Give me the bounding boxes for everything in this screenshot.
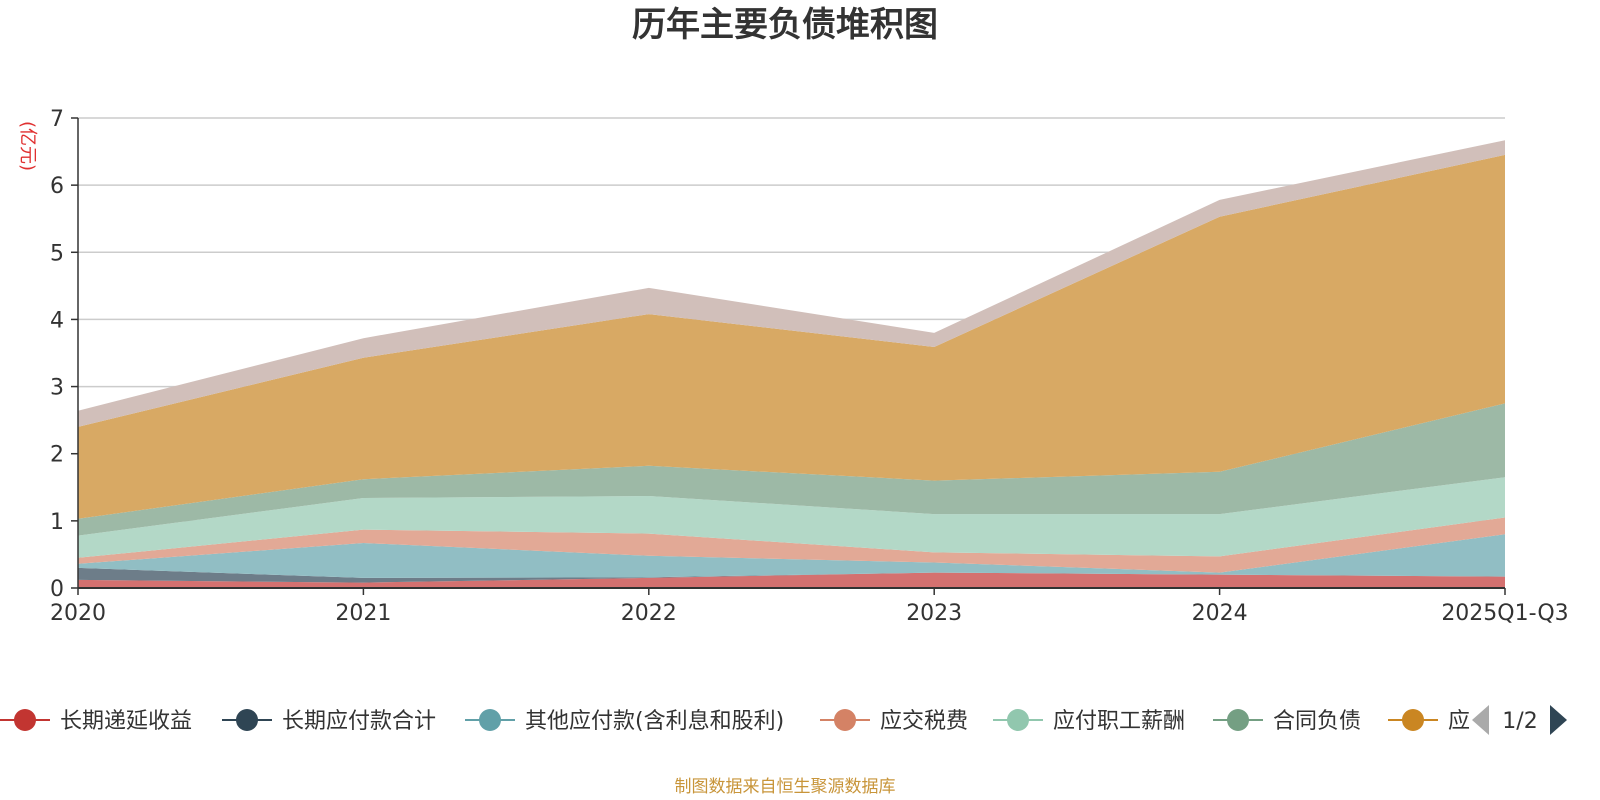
legend[interactable]: 长期递延收益 长期应付款合计 其他应付款(含利息和股利) 应交税费 应付职工薪酬 合同负债…: [0, 705, 1567, 735]
axes: 0 1 2 3 4 5 6 7 2020 2021 2022 2023 2024 2025Q1-Q3: [50, 107, 1569, 626]
area-series-6: [78, 154, 1505, 519]
y-axis-label: (亿元): [17, 121, 38, 171]
legend-item-3[interactable]: 应交税费: [820, 709, 968, 734]
y-tick-label: 3: [50, 376, 64, 401]
x-tick-label: 2020: [50, 601, 106, 626]
legend-item-0[interactable]: 长期递延收益: [0, 709, 192, 734]
legend-marker: [479, 709, 501, 731]
area-series-5: [78, 403, 1505, 536]
legend-label: 合同负债: [1273, 709, 1361, 734]
legend-marker: [834, 709, 856, 731]
legend-label: 应交税费: [880, 709, 968, 734]
area-series-0: [78, 572, 1505, 588]
legend-next-page-icon[interactable]: [1550, 705, 1567, 735]
y-tick-label: 0: [50, 577, 64, 602]
y-tick-label: 5: [50, 241, 64, 266]
y-tick-label: 2: [50, 443, 64, 468]
legend-marker: [14, 709, 36, 731]
legend-marker: [1227, 709, 1249, 731]
legend-marker: [1007, 709, 1029, 731]
y-axis-unit-label: (亿元): [17, 121, 38, 171]
legend-label: 长期应付款合计: [282, 709, 436, 734]
legend-label: 长期递延收益: [60, 709, 192, 734]
legend-page-indicator: 1/2: [1502, 709, 1537, 734]
legend-item-5[interactable]: 合同负债: [1213, 709, 1361, 734]
y-tick-label: 6: [50, 174, 64, 199]
legend-item-4[interactable]: 应付职工薪酬: [993, 709, 1185, 734]
legend-label: 应: [1448, 709, 1470, 734]
area-series-1: [78, 567, 1505, 583]
legend-prev-page-icon[interactable]: [1472, 705, 1489, 735]
area-series-2: [78, 534, 1505, 578]
y-tick-label: 4: [50, 308, 64, 333]
legend-item-1[interactable]: 长期应付款合计: [222, 709, 436, 734]
legend-label: 其他应付款(含利息和股利): [525, 709, 784, 734]
footer-source: 制图数据来自恒生聚源数据库: [675, 777, 896, 797]
area-series-3: [78, 517, 1505, 573]
legend-label: 应付职工薪酬: [1053, 709, 1185, 734]
y-tick-label: 7: [50, 107, 64, 132]
y-tick-label: 1: [50, 510, 64, 535]
x-tick-label: 2025Q1-Q3: [1441, 601, 1568, 626]
legend-marker: [236, 709, 258, 731]
legend-item-6[interactable]: 应: [1388, 709, 1470, 734]
area-series-4: [78, 477, 1505, 558]
legend-item-2[interactable]: 其他应付款(含利息和股利): [465, 709, 784, 734]
x-tick-label: 2024: [1192, 601, 1248, 626]
x-tick-label: 2022: [621, 601, 677, 626]
series-areas: [78, 140, 1505, 588]
chart-title: 历年主要负债堆积图: [632, 5, 938, 45]
legend-marker: [1402, 709, 1424, 731]
x-tick-label: 2023: [906, 601, 962, 626]
x-tick-label: 2021: [335, 601, 391, 626]
